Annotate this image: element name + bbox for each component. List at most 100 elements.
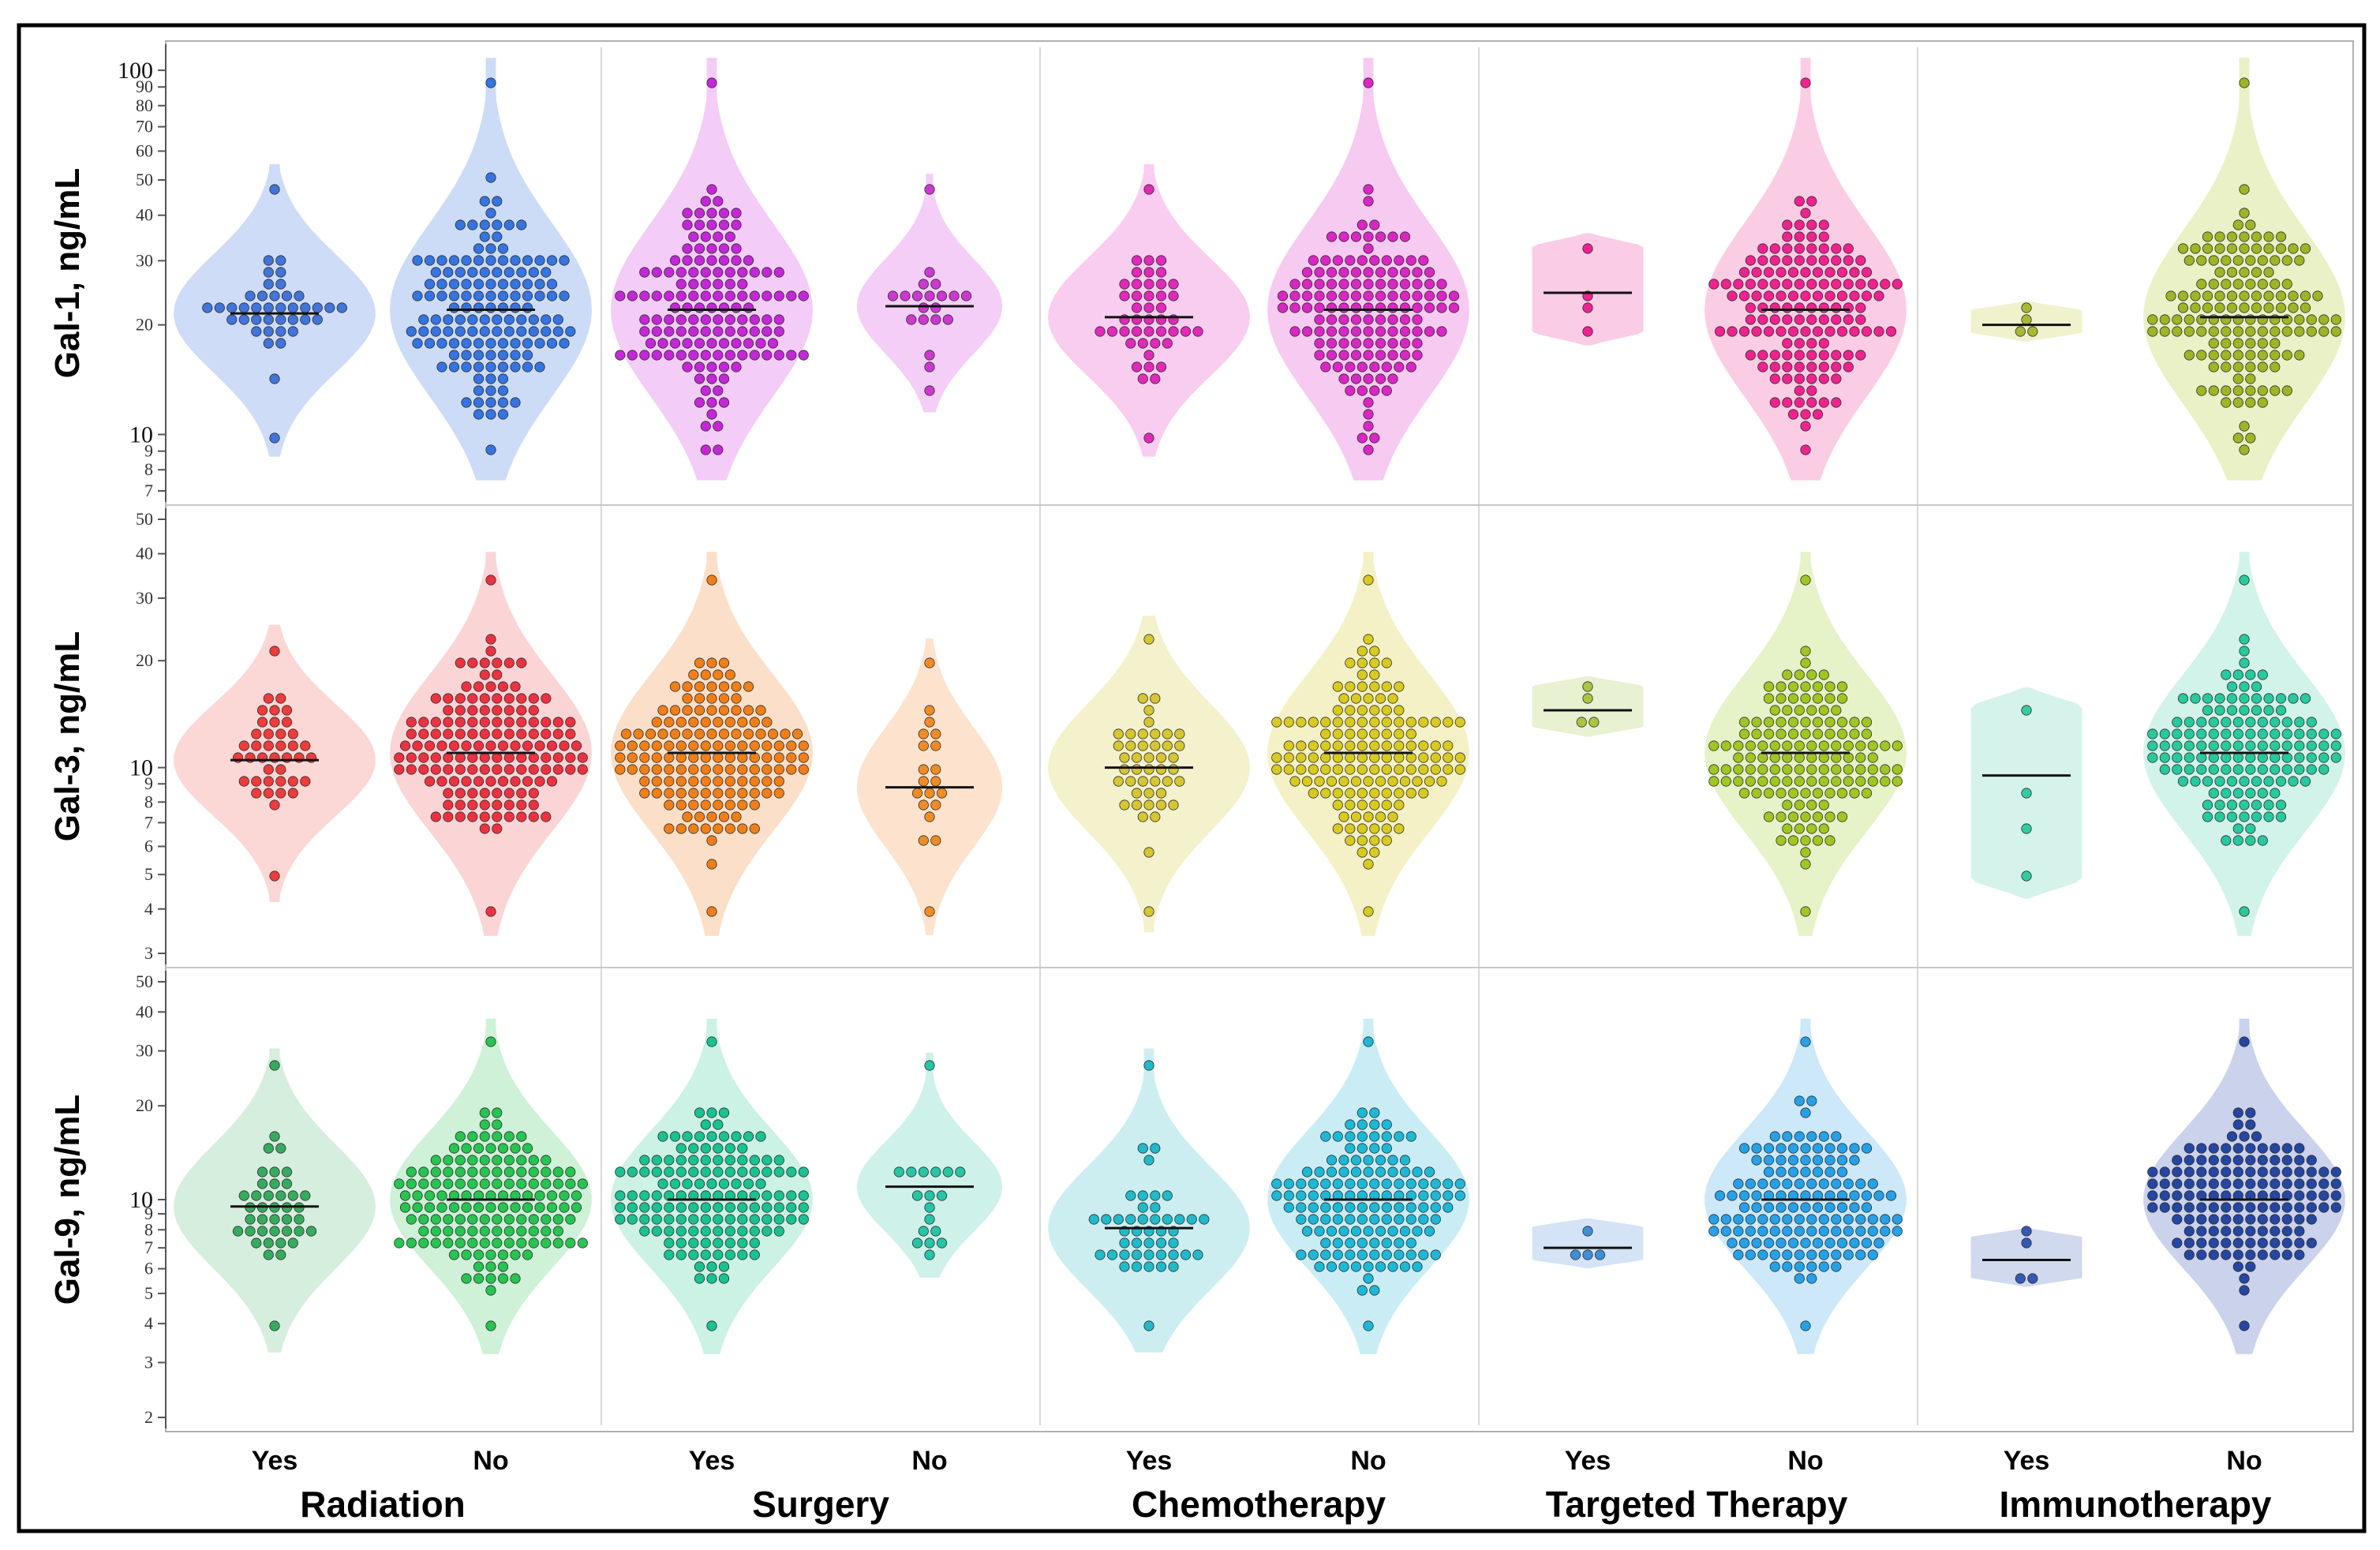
data-point [443, 267, 454, 278]
data-point [2232, 397, 2243, 408]
data-point [1186, 1214, 1197, 1225]
data-point [1836, 728, 1848, 739]
data-point [713, 669, 724, 680]
data-point [2275, 705, 2287, 716]
data-point [1782, 279, 1793, 290]
data-point [1289, 302, 1300, 313]
data-point [657, 728, 668, 739]
data-point [503, 219, 515, 230]
data-point [1150, 338, 1161, 349]
data-point [1155, 752, 1167, 763]
data-point [2275, 693, 2287, 704]
data-point [430, 764, 441, 775]
data-point [700, 788, 711, 799]
data-point [713, 350, 724, 361]
data-point [2251, 693, 2262, 704]
data-point [918, 799, 929, 811]
data-point [1369, 1119, 1380, 1130]
data-point [755, 705, 766, 716]
data-point [762, 764, 773, 775]
data-point [479, 326, 490, 337]
data-point [1338, 693, 1349, 704]
data-point [737, 314, 748, 325]
data-point [559, 1190, 570, 1201]
data-point [755, 1178, 766, 1189]
data-point [263, 740, 274, 751]
data-point [1350, 1166, 1362, 1177]
y-tick-label: 70 [136, 117, 153, 137]
data-point [718, 728, 730, 739]
data-point [1131, 302, 1143, 313]
data-point [275, 279, 286, 290]
data-point [1794, 669, 1805, 680]
data-point [1296, 752, 1307, 763]
data-point [479, 823, 490, 834]
data-point [2208, 1237, 2219, 1249]
data-point [2232, 669, 2243, 680]
data-point [2190, 290, 2201, 301]
data-point [1289, 290, 1300, 301]
data-point [2257, 361, 2268, 373]
y-tick-label: 50 [136, 170, 153, 189]
data-point [1137, 373, 1148, 384]
data-point [2239, 681, 2250, 692]
data-point [473, 776, 485, 787]
data-point [737, 1143, 748, 1154]
data-point [743, 1131, 754, 1142]
data-point [2184, 1143, 2195, 1154]
y-tick-label: 40 [136, 544, 153, 563]
data-point [269, 1060, 280, 1071]
data-point [394, 1178, 405, 1189]
data-point [924, 1214, 935, 1225]
data-point [1782, 314, 1793, 325]
data-point [1314, 267, 1325, 278]
data-point [639, 752, 650, 763]
data-point [1885, 1190, 1897, 1201]
category-label-yes: Yes [1126, 1446, 1173, 1476]
data-point [1800, 1320, 1811, 1331]
data-point [749, 267, 760, 278]
data-point [651, 776, 662, 787]
data-point [2221, 669, 2232, 680]
data-point [436, 361, 447, 373]
data-point [2288, 243, 2299, 254]
data-point [639, 740, 650, 751]
data-point [1806, 196, 1817, 207]
data-point [2184, 1226, 2195, 1237]
data-point [1387, 302, 1398, 313]
data-point [2202, 302, 2213, 313]
data-point [430, 1166, 441, 1177]
data-point [2239, 693, 2250, 704]
data-point [1369, 740, 1380, 751]
data-point [1387, 314, 1398, 325]
data-point [2202, 231, 2213, 242]
category-label-no: No [473, 1446, 508, 1476]
data-point [1399, 1155, 1411, 1166]
data-point [522, 255, 533, 266]
data-point [1787, 681, 1799, 692]
data-point [1363, 1036, 1374, 1047]
data-point [918, 1166, 929, 1177]
data-point [1824, 1155, 1836, 1166]
data-point [2172, 1178, 2183, 1189]
data-point [202, 302, 213, 313]
data-point [918, 279, 929, 290]
data-point [492, 267, 503, 278]
data-point [1418, 764, 1429, 775]
data-point [485, 1261, 496, 1272]
data-point [737, 1155, 748, 1166]
data-point [724, 1226, 735, 1237]
data-point [467, 1131, 478, 1142]
data-point [2221, 1143, 2232, 1154]
data-point [546, 740, 558, 751]
data-point [713, 267, 724, 278]
data-point [724, 1143, 735, 1154]
data-point [1769, 752, 1780, 763]
data-point [1751, 1237, 1762, 1249]
data-point [479, 705, 490, 716]
data-point [2208, 326, 2219, 337]
data-point [418, 1166, 429, 1177]
data-point [1381, 717, 1392, 728]
data-point [1806, 669, 1817, 680]
data-point [1345, 740, 1356, 751]
